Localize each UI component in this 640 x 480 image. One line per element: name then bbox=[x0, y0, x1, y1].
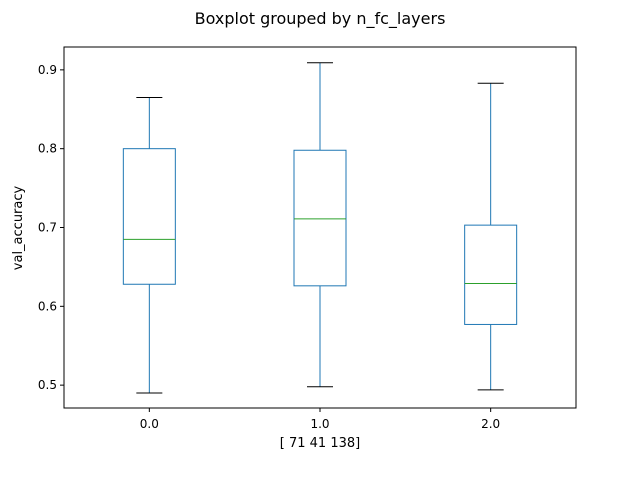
y-tick-label: 0.9 bbox=[38, 63, 57, 77]
x-tick-label: 2.0 bbox=[481, 417, 500, 431]
iqr-box bbox=[464, 224, 518, 325]
y-tick-label: 0.6 bbox=[38, 299, 57, 313]
y-tick-label: 0.5 bbox=[38, 378, 57, 392]
y-tick-label: 0.8 bbox=[38, 142, 57, 156]
y-axis-label: val_accuracy bbox=[11, 185, 26, 270]
iqr-box bbox=[293, 149, 347, 287]
iqr-box bbox=[122, 148, 176, 285]
x-tick-label: 0.0 bbox=[140, 417, 159, 431]
chart-title: Boxplot grouped by n_fc_layers bbox=[195, 9, 446, 29]
x-axis-label: [ 71 41 138] bbox=[280, 436, 360, 451]
axes-frame bbox=[63, 46, 577, 409]
plot-area: 0.5 0.6 0.7 0.8 0.9 0.0 1.0 2.0 bbox=[38, 62, 518, 431]
x-tick-label: 1.0 bbox=[310, 417, 329, 431]
y-tick-label: 0.7 bbox=[38, 221, 57, 235]
